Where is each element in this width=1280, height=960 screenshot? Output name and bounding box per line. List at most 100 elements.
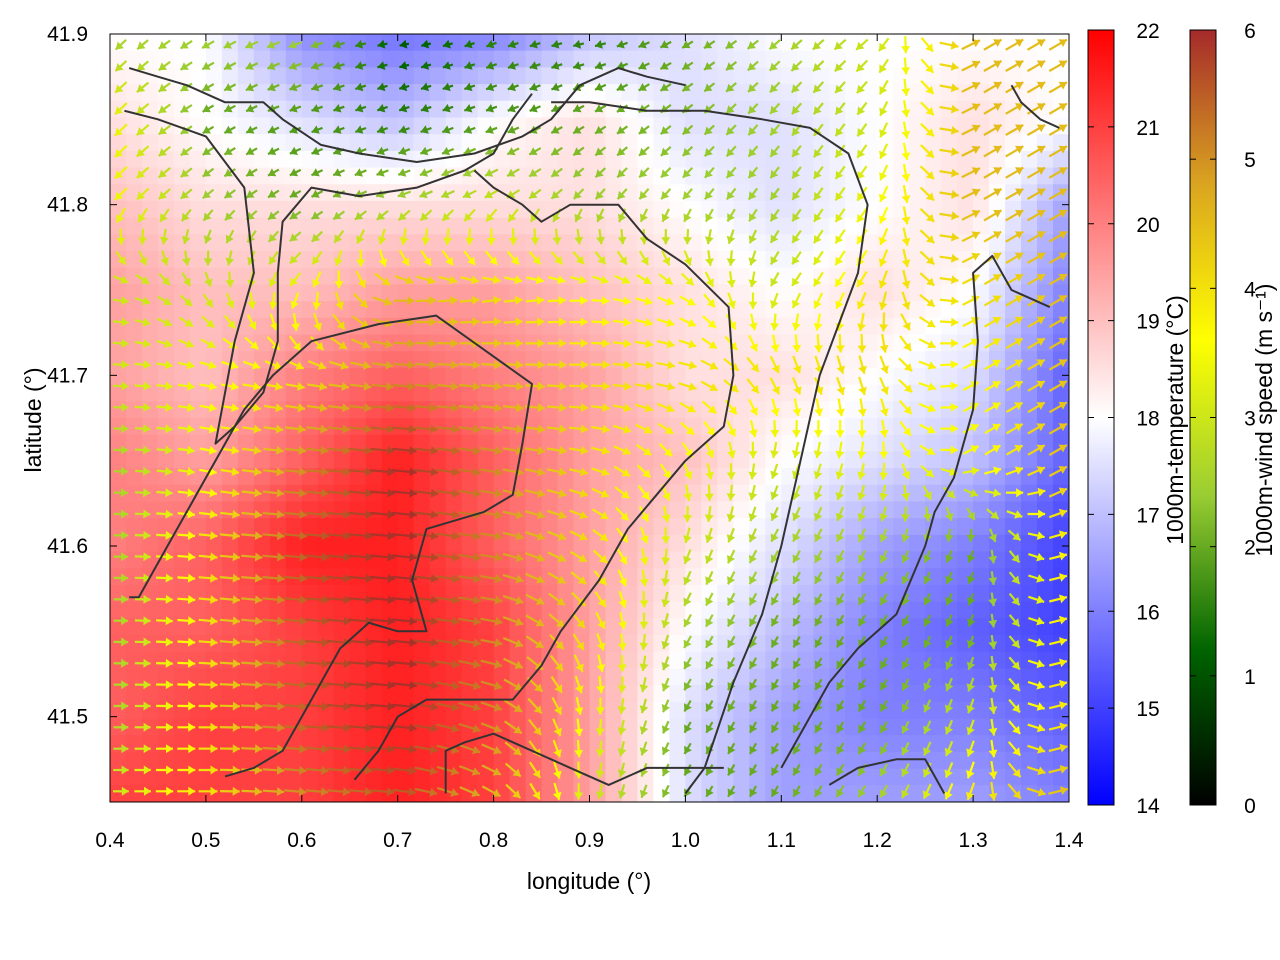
heatmap-cell bbox=[685, 284, 702, 302]
heatmap-cell bbox=[349, 618, 367, 636]
heatmap-cell bbox=[797, 468, 814, 486]
heatmap-cell bbox=[365, 451, 383, 469]
heatmap-cell bbox=[845, 200, 862, 219]
heatmap-cell bbox=[813, 334, 830, 352]
heatmap-cell bbox=[141, 167, 159, 185]
heatmap-cell bbox=[621, 150, 639, 169]
heatmap-cell bbox=[221, 134, 239, 152]
heatmap-cell bbox=[541, 251, 559, 269]
heatmap-cell bbox=[861, 735, 878, 753]
heatmap-cell bbox=[877, 718, 894, 736]
heatmap-cell bbox=[349, 284, 367, 302]
heatmap-cell bbox=[477, 618, 495, 636]
heatmap-cell bbox=[397, 367, 415, 386]
heatmap-cell bbox=[237, 534, 255, 553]
heatmap-cell bbox=[333, 785, 351, 802]
heatmap-cell bbox=[301, 67, 319, 85]
heatmap-cell bbox=[189, 184, 207, 202]
heatmap-cell bbox=[509, 284, 527, 302]
heatmap-cell bbox=[157, 618, 175, 636]
heatmap-cell bbox=[669, 134, 686, 152]
heatmap-cell bbox=[781, 351, 798, 369]
heatmap-cell bbox=[189, 251, 207, 269]
heatmap-cell bbox=[397, 301, 415, 319]
heatmap-cell bbox=[173, 367, 191, 386]
heatmap-cell bbox=[1037, 751, 1054, 770]
heatmap-cell bbox=[477, 534, 495, 553]
heatmap-cell bbox=[1053, 167, 1069, 185]
heatmap-cell bbox=[125, 701, 143, 720]
heatmap-cell bbox=[685, 301, 702, 319]
heatmap-cell bbox=[493, 34, 511, 52]
heatmap-cell bbox=[765, 601, 782, 619]
heatmap-cell bbox=[685, 200, 702, 219]
heatmap-cell bbox=[925, 351, 942, 369]
heatmap-cell bbox=[1021, 401, 1038, 419]
heatmap-cell bbox=[845, 317, 862, 336]
heatmap-cell bbox=[413, 34, 431, 52]
heatmap-cell bbox=[493, 234, 511, 252]
heatmap-cell bbox=[413, 384, 431, 402]
heatmap-cell bbox=[765, 768, 782, 786]
heatmap-cell bbox=[413, 267, 431, 286]
heatmap-cell bbox=[653, 601, 671, 619]
heatmap-cell bbox=[461, 301, 479, 319]
heatmap-cell bbox=[877, 751, 894, 770]
heatmap-cell bbox=[781, 451, 798, 469]
heatmap-cell bbox=[765, 84, 782, 102]
heatmap-cell bbox=[749, 718, 766, 736]
heatmap-cell bbox=[653, 401, 671, 419]
heatmap-cell bbox=[557, 34, 575, 52]
heatmap-cell bbox=[733, 718, 750, 736]
heatmap-cell bbox=[493, 84, 511, 102]
heatmap-cell bbox=[365, 317, 383, 336]
heatmap-cell bbox=[701, 34, 718, 52]
heatmap-cell bbox=[957, 150, 974, 169]
heatmap-cell bbox=[909, 751, 926, 770]
heatmap-cell bbox=[413, 301, 431, 319]
heatmap-cell bbox=[909, 468, 926, 486]
heatmap-cell bbox=[829, 685, 846, 703]
heatmap-cell bbox=[973, 735, 990, 753]
heatmap-cell bbox=[669, 768, 686, 786]
heatmap-cell bbox=[749, 367, 766, 386]
heatmap-cell bbox=[573, 384, 591, 402]
heatmap-cell bbox=[317, 150, 335, 169]
heatmap-cell bbox=[110, 301, 127, 319]
heatmap-cell bbox=[269, 451, 287, 469]
heatmap-cell bbox=[253, 84, 271, 102]
heatmap-cell bbox=[797, 184, 814, 202]
heatmap-cell bbox=[141, 518, 159, 536]
heatmap-cell bbox=[941, 401, 958, 419]
heatmap-cell bbox=[605, 584, 623, 603]
heatmap-cell bbox=[221, 67, 239, 85]
heatmap-cell bbox=[941, 217, 958, 235]
heatmap-cell bbox=[541, 100, 559, 119]
heatmap-cell bbox=[365, 367, 383, 386]
heatmap-cell bbox=[173, 601, 191, 619]
heatmap-cell bbox=[973, 267, 990, 286]
heatmap-cell bbox=[797, 635, 814, 653]
heatmap-cell bbox=[493, 217, 511, 235]
heatmap-cell bbox=[669, 501, 686, 519]
heatmap-cell bbox=[829, 150, 846, 169]
heatmap-cell bbox=[589, 735, 607, 753]
heatmap-cell bbox=[173, 50, 191, 68]
heatmap-cell bbox=[445, 184, 463, 202]
heatmap-cell bbox=[909, 501, 926, 519]
heatmap-cell bbox=[909, 701, 926, 720]
heatmap-cell bbox=[637, 518, 655, 536]
heatmap-cell bbox=[285, 267, 303, 286]
heatmap-cell bbox=[333, 668, 351, 686]
heatmap-cell bbox=[957, 317, 974, 336]
heatmap-cell bbox=[381, 534, 399, 553]
heatmap-cell bbox=[861, 518, 878, 536]
heatmap-cell bbox=[541, 34, 559, 52]
heatmap-cell bbox=[285, 134, 303, 152]
heatmap-cell bbox=[637, 451, 655, 469]
heatmap-cell bbox=[110, 601, 127, 619]
heatmap-cell bbox=[909, 84, 926, 102]
y-tick-label: 41.5 bbox=[47, 706, 88, 729]
heatmap-cell bbox=[637, 618, 655, 636]
heatmap-cell bbox=[989, 50, 1006, 68]
